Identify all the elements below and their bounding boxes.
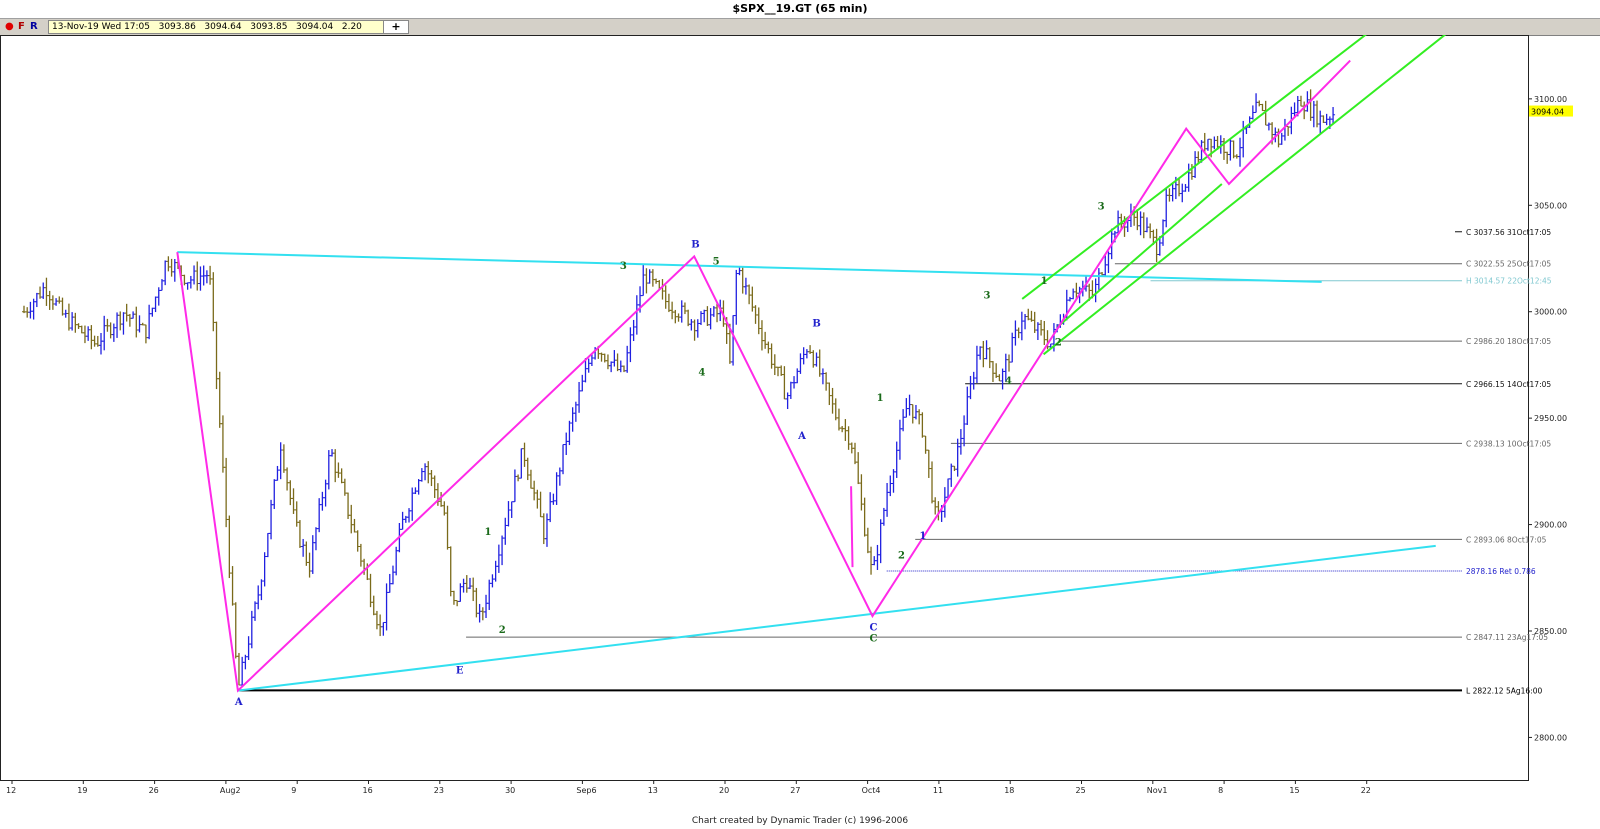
magenta-zigzag — [176, 59, 1351, 693]
wave-label: E — [456, 665, 464, 676]
x-tick-label: 11 — [933, 786, 943, 795]
quote-readout: 13-Nov-19 Wed 17:05 3093.86 3094.64 3093… — [48, 20, 388, 34]
price-level-label: L 2822.12 5Ag16:00 — [1466, 686, 1542, 695]
price-levels: C 3037.56 31Oct17:05 C 3022.55 25Oct17:05… — [237, 228, 1552, 695]
wave-label: C — [869, 633, 877, 644]
green-trend-line — [1042, 35, 1447, 356]
plot-frame — [0, 35, 1529, 781]
x-tick-label: 19 — [77, 786, 87, 795]
wave-label: 4 — [1005, 376, 1012, 387]
wave-label: A — [797, 431, 806, 442]
x-tick-label: 13 — [648, 786, 658, 795]
wave-labels: A B B A CC E 1 3 5 4 1 2 1 2 3 4 1 2 3 — [234, 201, 1105, 708]
y-tick-label: 3050.00 — [1534, 201, 1567, 210]
x-tick-label: 16 — [363, 786, 373, 795]
red-dot-icon[interactable]: ● — [5, 21, 14, 32]
r-button[interactable]: R — [30, 21, 38, 32]
green-trend-line — [1057, 183, 1223, 328]
wave-label: 1 — [484, 527, 491, 538]
x-tick-label: 18 — [1004, 786, 1014, 795]
x-tick-label: 15 — [1289, 786, 1299, 795]
last-price: 3094.04 — [1529, 105, 1573, 117]
quote-low: 3093.85 — [250, 22, 288, 32]
quote-change: 2.20 — [341, 22, 362, 32]
axes: 2800.00 2850.00 2900.00 2950.00 3000.00 3050.… — [0, 35, 1567, 795]
y-tick-label: 2900.00 — [1534, 521, 1567, 530]
y-tick-label: 2800.00 — [1534, 733, 1567, 742]
price-chart[interactable]: 2800.00 2850.00 2900.00 2950.00 3000.00 3050.… — [0, 35, 1600, 815]
wave-label: C — [869, 623, 877, 634]
x-tick-label: Nov1 — [1147, 786, 1168, 795]
x-tick-label: Aug2 — [220, 786, 241, 795]
quote-close: 3094.04 — [296, 22, 334, 32]
quote-open: 3093.86 — [158, 22, 196, 32]
x-tick-label: 26 — [149, 786, 159, 795]
quote-high: 3094.64 — [204, 22, 242, 32]
x-tick-label: 8 — [1218, 786, 1223, 795]
wave-label: 5 — [713, 257, 720, 268]
wave-label: 2 — [499, 625, 506, 636]
y-tick-label: 3000.00 — [1534, 308, 1567, 317]
x-tick-label: 30 — [505, 786, 515, 795]
magenta-zigzag-segment — [850, 486, 854, 568]
y-tick-label: 3100.00 — [1534, 95, 1567, 104]
wave-label: 1 — [919, 531, 926, 542]
x-tick-label: Oct4 — [862, 786, 881, 795]
price-level-label: C 2966.15 14Oct17:05 — [1466, 380, 1551, 389]
add-chart-button[interactable]: + — [383, 20, 409, 34]
cyan-trend-line — [177, 251, 1322, 283]
wave-label: 3 — [620, 261, 627, 272]
cyan-trend-line — [237, 544, 1436, 692]
trend-lines — [176, 35, 1447, 693]
y-tick-label: 2850.00 — [1534, 627, 1567, 636]
y-tick-label: 2950.00 — [1534, 414, 1567, 423]
quote-date: 13-Nov-19 Wed 17:05 — [52, 22, 151, 32]
x-tick-label: Sep6 — [576, 786, 596, 795]
price-level-label: C 3037.56 31Oct17:05 — [1466, 228, 1551, 237]
f-button[interactable]: F — [18, 21, 25, 32]
price-level-label: C 3022.55 25Oct17:05 — [1466, 260, 1551, 269]
x-tick-label: 22 — [1361, 786, 1371, 795]
wave-label: 2 — [1055, 338, 1062, 349]
wave-label: B — [691, 240, 699, 251]
x-tick-label: 12 — [6, 786, 16, 795]
wave-label: 4 — [698, 367, 705, 378]
wave-label: 3 — [984, 291, 991, 302]
x-tick-label: 20 — [719, 786, 729, 795]
wave-label: 1 — [877, 393, 884, 404]
price-level-label: C 2893.06 8Oct17:05 — [1466, 535, 1547, 544]
x-tick-label: 27 — [790, 786, 800, 795]
last-price-label: 3094.04 — [1531, 108, 1564, 117]
x-tick-label: 25 — [1076, 786, 1086, 795]
wave-label: B — [812, 318, 820, 329]
wave-label: 2 — [898, 550, 905, 561]
wave-label: 1 — [1041, 276, 1048, 287]
price-level-label: C 2986.20 18Oct17:05 — [1466, 337, 1551, 346]
wave-label: A — [234, 697, 243, 708]
last-price-badge — [1529, 105, 1573, 117]
wave-label: 3 — [1098, 201, 1105, 212]
toolbar: ● F R 13-Nov-19 Wed 17:05 3093.86 3094.6… — [0, 18, 1600, 36]
price-level-label: 2878.16 Ret 0.786 — [1466, 567, 1536, 576]
price-level-label: H 3014.57 22Oct12:45 — [1466, 277, 1552, 286]
footer-credit: Chart created by Dynamic Trader (c) 1996… — [691, 816, 909, 826]
price-bars — [22, 89, 1336, 686]
chart-title: $SPX__19.GT (65 min) — [0, 0, 1600, 18]
price-level-label: C 2938.13 10Oct17:05 — [1466, 439, 1551, 448]
x-tick-label: 9 — [291, 786, 296, 795]
price-level-label: C 2847.11 23Ag17:05 — [1466, 633, 1548, 642]
x-tick-label: 23 — [434, 786, 444, 795]
